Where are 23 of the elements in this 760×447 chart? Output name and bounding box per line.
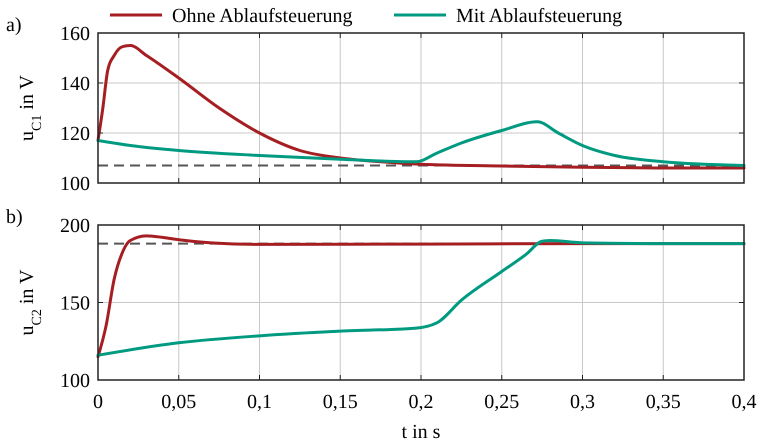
x-tick-label: 0,2	[408, 391, 434, 413]
x-tick-label: 0	[93, 391, 103, 413]
x-tick-label: 0,25	[484, 391, 520, 413]
x-tick-label: 0,35	[646, 391, 681, 413]
y-tick-label: 100	[60, 370, 90, 392]
y-tick-label: 200	[60, 215, 90, 237]
y-tick-label: 150	[60, 292, 90, 314]
legend-label: Mit Ablaufsteuerung	[456, 5, 622, 27]
x-tick-label: 0,1	[247, 391, 272, 413]
x-tick-label: 0,05	[161, 391, 196, 413]
line-series	[96, 44, 746, 170]
text: b)	[6, 206, 23, 228]
y-tick-label: 100	[60, 173, 90, 195]
text: a)	[6, 14, 22, 36]
x-axis-title: t in s	[402, 421, 441, 443]
y-tick-label: 120	[60, 123, 90, 145]
y-tick-label: 160	[60, 23, 90, 45]
x-tick-label: 0,4	[732, 391, 756, 413]
line-series	[96, 120, 746, 167]
x-tick-label: 0,3	[570, 391, 595, 413]
x-tick-label: 0,15	[322, 391, 358, 413]
y-tick-label: 140	[60, 73, 90, 95]
legend-label: Ohne Ablaufsteuerung	[172, 5, 353, 27]
